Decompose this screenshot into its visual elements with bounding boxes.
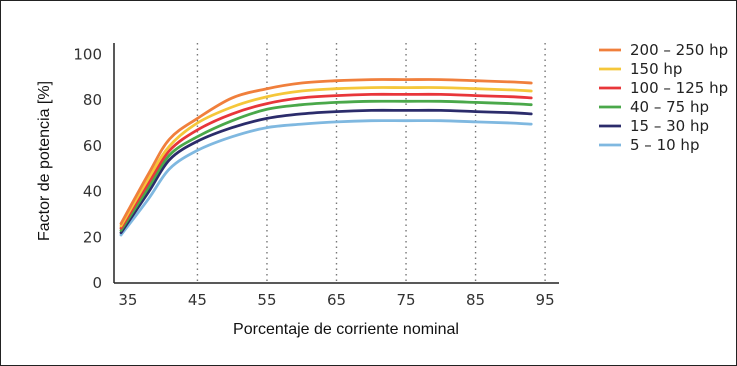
series-line-15-30-hp	[119, 108, 533, 235]
legend-label: 15 – 30 hp	[630, 117, 709, 135]
x-tick-label: 55	[257, 291, 276, 309]
x-tick-labels: 35 45 55 65 75 85 95	[118, 291, 554, 309]
x-tick-label: 75	[396, 291, 415, 309]
legend-label: 200 – 250 hp	[630, 41, 728, 59]
y-tick-label: 0	[92, 274, 102, 292]
legend-item: 40 – 75 hp	[599, 98, 709, 116]
y-tick-label: 40	[83, 183, 102, 201]
series-line-200-250-hp	[119, 78, 533, 225]
y-axis-title: Factor de potencia [%]	[36, 81, 53, 241]
legend-item: 5 – 10 hp	[599, 136, 699, 154]
legend-label: 40 – 75 hp	[630, 98, 709, 116]
series-line-5-10-hp	[119, 119, 533, 237]
series-line-100-125-hp	[119, 92, 533, 230]
legend-item: 100 – 125 hp	[599, 79, 728, 97]
legend-item: 200 – 250 hp	[599, 41, 728, 59]
y-tick-label: 80	[83, 91, 102, 109]
x-tick-label: 85	[466, 291, 485, 309]
y-tick-label: 20	[83, 228, 102, 246]
x-tick-label: 35	[118, 291, 137, 309]
series-lines	[119, 78, 533, 237]
x-tick-label: 45	[188, 291, 207, 309]
x-axis-title: Porcentaje de corriente nominal	[233, 321, 459, 338]
y-tick-labels: 0 20 40 60 80 100	[73, 45, 102, 292]
series-line-150-hp	[119, 86, 533, 228]
y-tick-label: 100	[73, 45, 102, 63]
y-tick-label: 60	[83, 137, 102, 155]
x-tick-label: 95	[536, 291, 555, 309]
x-tick-label: 65	[327, 291, 346, 309]
legend-label: 5 – 10 hp	[630, 136, 699, 154]
legend-label: 150 hp	[630, 60, 682, 78]
series-line-40-75-hp	[119, 99, 533, 232]
legend-label: 100 – 125 hp	[630, 79, 728, 97]
legend-item: 15 – 30 hp	[599, 117, 709, 135]
gridlines	[196, 43, 546, 283]
legend-item: 150 hp	[599, 60, 682, 78]
axes	[113, 43, 559, 284]
